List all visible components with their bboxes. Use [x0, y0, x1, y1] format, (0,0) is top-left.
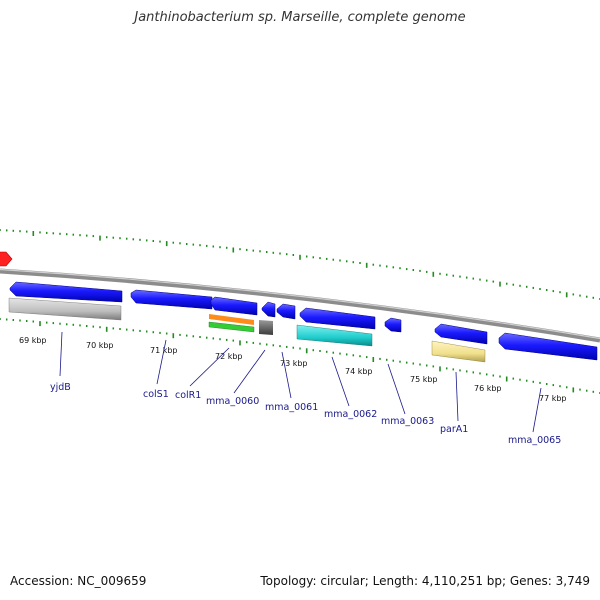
gene-leader-lines: [59, 331, 542, 433]
kbp-labels: 69 kbp 70 kbp 71 kbp 72 kbp 73 kbp 74 kb…: [19, 336, 567, 403]
feature-orange-bar: [209, 314, 254, 325]
gene-label-colS1[interactable]: colS1: [143, 389, 169, 400]
accession-text: Accession: NC_009659: [10, 574, 147, 588]
feature-cyan-bar: [296, 324, 373, 347]
kbp-label: 72 kbp: [215, 352, 243, 361]
origin-marker: [0, 251, 13, 267]
kbp-label: 70 kbp: [86, 341, 114, 350]
kbp-label: 76 kbp: [474, 384, 502, 393]
gene-label-mma_0063[interactable]: mma_0063: [381, 416, 434, 427]
kbp-label: 77 kbp: [539, 394, 567, 403]
gene-label-mma_0065[interactable]: mma_0065: [508, 435, 561, 446]
gene-mma_0065[interactable]: [498, 332, 598, 361]
genome-backbone: [0, 268, 600, 343]
gene-label-colR1[interactable]: colR1: [175, 390, 201, 401]
gene-yjdB[interactable]: [9, 281, 123, 303]
feature-green-bar: [208, 321, 255, 333]
kbp-label: 75 kbp: [410, 375, 438, 384]
feature-dark-grey-box: [259, 320, 273, 335]
feature-grey-bar: [8, 297, 122, 321]
gene-parA1[interactable]: [434, 323, 488, 345]
outer-tick-track: [0, 229, 600, 300]
gene-label-parA1[interactable]: parA1: [440, 424, 468, 435]
gene-label-mma_0060[interactable]: mma_0060: [206, 396, 259, 407]
map-title: Janthinobacterium sp. Marseille, complet…: [134, 10, 466, 25]
kbp-label: 74 kbp: [345, 367, 373, 376]
gene-colS1[interactable]: [130, 289, 213, 310]
inner-tick-track: [0, 318, 600, 394]
gene-label-yjdB[interactable]: yjdB: [50, 382, 71, 393]
gene-label-mma_0062[interactable]: mma_0062: [324, 409, 377, 420]
gene-mma_0060[interactable]: [261, 301, 276, 318]
kbp-label: 69 kbp: [19, 336, 47, 345]
feature-track: [8, 297, 486, 363]
feature-yellow-bar: [431, 340, 486, 363]
topology-text: Topology: circular; Length: 4,110,251 bp…: [260, 574, 590, 588]
gene-mma_0063[interactable]: [384, 317, 402, 333]
gene-label-mma_0061[interactable]: mma_0061: [265, 402, 318, 413]
gene-mma_0061[interactable]: [276, 303, 296, 320]
gene-labels: yjdB colS1 colR1 mma_0060 mma_0061 mma_0…: [50, 382, 561, 446]
gene-colR1[interactable]: [210, 296, 258, 316]
forward-strand-genes: [9, 281, 598, 361]
gene-mma_0062[interactable]: [299, 307, 376, 330]
kbp-label: 73 kbp: [280, 359, 308, 368]
